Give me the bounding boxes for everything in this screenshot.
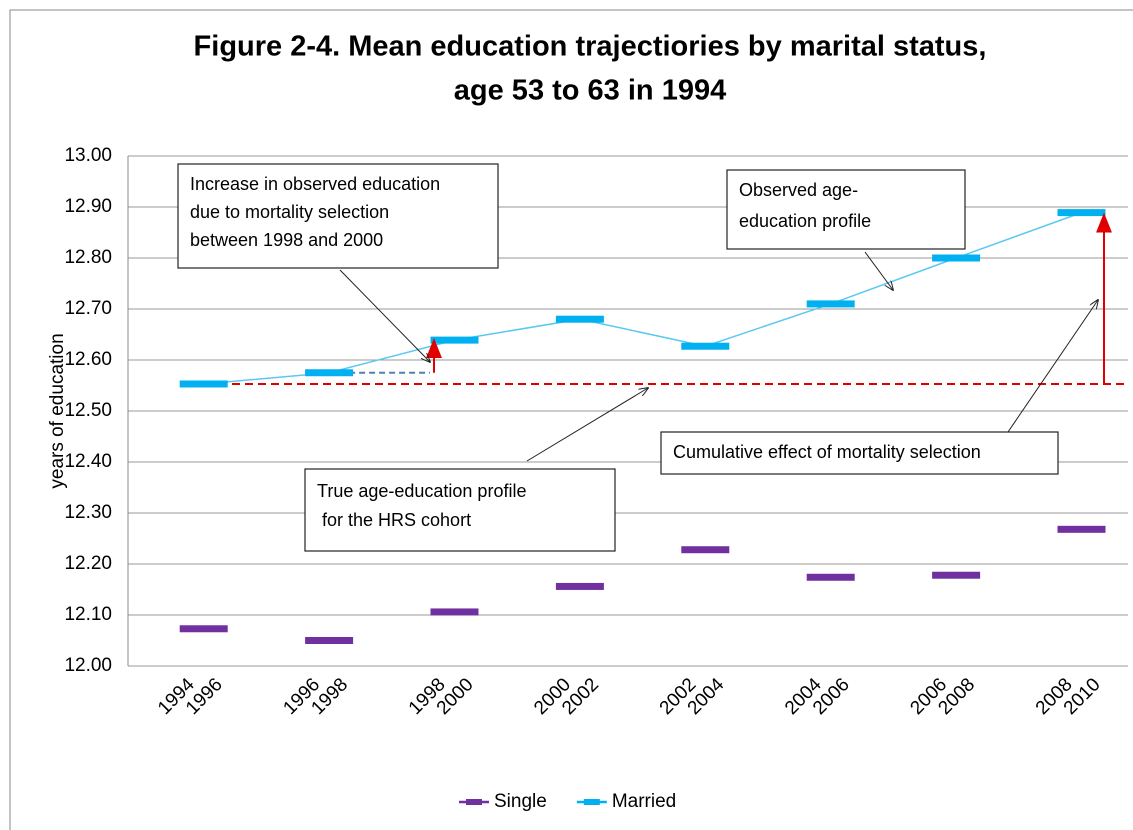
y-tick-label: 12.10	[64, 604, 112, 625]
annotation-text: education profile	[739, 211, 871, 231]
point-marker	[305, 637, 354, 644]
y-tick-label: 12.90	[64, 196, 112, 217]
point-marker	[305, 369, 354, 377]
point-marker	[430, 336, 479, 344]
annotation-text: due to mortality selection	[190, 202, 389, 222]
point-marker	[179, 380, 228, 388]
annotation-arrow	[1007, 300, 1098, 433]
legend-marker	[583, 799, 600, 805]
y-tick-label: 12.30	[64, 502, 112, 523]
y-tick-label: 12.70	[64, 298, 112, 319]
point-marker	[179, 625, 228, 633]
annotation-box	[304, 468, 616, 552]
chart-title: Figure 2-4. Mean education trajectiories…	[194, 31, 987, 63]
point-marker	[806, 573, 855, 581]
y-axis-label: years of education	[47, 333, 68, 488]
annotation-text: Observed age-	[739, 180, 858, 200]
legend-label: Married	[612, 791, 676, 812]
annotation-arrow	[864, 251, 893, 290]
annotation-text: Cumulative effect of mortality selection	[673, 442, 981, 462]
annotation-arrow	[526, 388, 648, 462]
series-line	[203, 211, 1082, 385]
chart-frame	[9, 9, 1133, 830]
point-marker	[681, 342, 730, 350]
point-marker	[555, 315, 604, 323]
annotation-text: between 1998 and 2000	[190, 230, 383, 250]
point-marker	[430, 608, 479, 616]
y-tick-label: 13.00	[64, 145, 112, 166]
annotation-arrow	[339, 269, 430, 362]
chart-title: age 53 to 63 in 1994	[454, 75, 726, 107]
point-marker	[1057, 525, 1106, 533]
point-marker	[806, 300, 855, 308]
annotation-box	[660, 431, 1059, 475]
annotation-text: for the HRS cohort	[317, 510, 471, 530]
annotation-box	[177, 163, 499, 269]
point-marker	[932, 571, 981, 579]
point-marker	[555, 582, 604, 590]
y-tick-label: 12.50	[64, 400, 112, 421]
annotation-text: True age-education profile	[317, 481, 526, 501]
legend-label: Single	[494, 791, 547, 812]
y-tick-label: 12.80	[64, 247, 112, 268]
annotation-box	[726, 169, 966, 250]
point-marker	[932, 254, 981, 262]
legend-marker	[466, 799, 482, 805]
y-tick-label: 12.00	[64, 655, 112, 676]
point-marker	[1057, 209, 1106, 217]
y-tick-label: 12.40	[64, 451, 112, 472]
y-tick-label: 12.20	[64, 553, 112, 574]
y-tick-label: 12.60	[64, 349, 112, 370]
annotation-text: Increase in observed education	[190, 174, 440, 194]
point-marker	[681, 546, 730, 554]
